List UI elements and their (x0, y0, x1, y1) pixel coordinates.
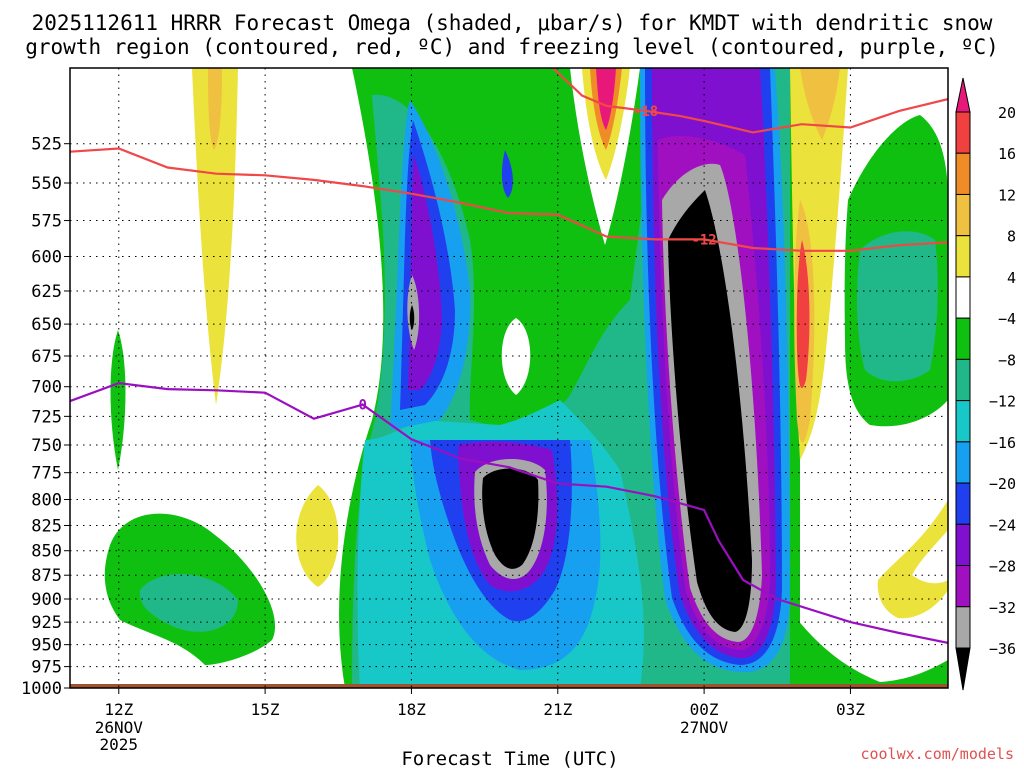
colorbar-swatch (955, 235, 971, 278)
colorbar-swatch (955, 523, 971, 567)
credit-link[interactable]: coolwx.com/models (860, 745, 1014, 763)
y-tick-label: 800 (31, 491, 62, 511)
y-tick-label: 875 (31, 566, 62, 586)
omega-shade-teal-right-blob (857, 231, 938, 382)
omega-shade-black-core (482, 468, 539, 569)
omega-shade-white-right-lower (912, 530, 948, 584)
omega-shade-green-right-base (790, 610, 948, 688)
y-tick-label: 975 (31, 658, 62, 678)
chart-subtitle: growth region (contoured, red, ºC) and f… (25, 35, 999, 59)
colorbar-label: 8 (1007, 228, 1016, 246)
contour-label: 0 (358, 398, 366, 414)
contour-label: -18 (633, 104, 658, 120)
omega-shade-yellow-column (192, 68, 238, 405)
colorbar-swatch (955, 441, 971, 484)
x-tick-label: 15Z (251, 700, 280, 719)
y-tick-label: 925 (31, 613, 62, 633)
omega-shade-white-hole (501, 318, 531, 395)
colorbar-swatch (955, 317, 971, 360)
x-tick-sublabel: 26NOV (95, 718, 144, 737)
y-tick-label: 775 (31, 464, 62, 484)
y-tick-label: 950 (31, 636, 62, 656)
colorbar: 20 16 12 8 4 −4 −8 −12 −16 −20 −24 −28 −32 −36 (955, 77, 1016, 691)
x-tick-sublabel: 27NOV (680, 718, 729, 737)
colorbar-swatch (955, 111, 971, 154)
y-tick-label: 525 (31, 135, 62, 155)
colorbar-swatch (955, 565, 971, 608)
colorbar-swatch (955, 482, 971, 525)
colorbar-swatch (955, 276, 971, 319)
colorbar-label: −12 (989, 393, 1016, 411)
x-axis-label: Forecast Time (UTC) (401, 748, 618, 768)
chart-title: 2025112611 HRRR Forecast Omega (shaded, … (32, 11, 993, 35)
plot-frame (69, 67, 949, 689)
y-tick-label: 825 (31, 516, 62, 536)
colorbar-cap-top (955, 77, 971, 113)
colorbar-label: 16 (998, 145, 1016, 163)
colorbar-label: 4 (1007, 269, 1016, 287)
colorbar-cap-bottom (955, 647, 971, 691)
colorbar-label: −36 (989, 640, 1016, 658)
colorbar-swatch (955, 400, 971, 443)
x-tick-label: 00Z (690, 700, 719, 719)
colorbar-label: −8 (998, 351, 1016, 369)
colorbar-label: −20 (989, 475, 1016, 493)
omega-shade-red-right-column (796, 240, 810, 389)
colorbar-label: −24 (989, 516, 1016, 534)
colorbar-label: −16 (989, 434, 1016, 452)
colorbar-swatch (955, 358, 971, 402)
y-tick-label: 600 (31, 247, 62, 267)
x-tick-label: 03Z (836, 700, 865, 719)
y-tick-label: 650 (31, 315, 62, 335)
y-tick-label: 575 (31, 212, 62, 232)
colorbar-label: 12 (998, 186, 1016, 204)
y-tick-label: 850 (31, 542, 62, 562)
omega-shading (70, 68, 948, 688)
y-tick-label: 700 (31, 378, 62, 398)
x-tick-label: 18Z (397, 700, 426, 719)
omega-shade-blue-dot (501, 150, 513, 198)
colorbar-label: −32 (989, 599, 1016, 617)
y-tick-label: 1000 (21, 679, 62, 699)
y-tick-label: 750 (31, 436, 62, 456)
terrain-strip (70, 684, 948, 688)
y-tick-label: 550 (31, 174, 62, 194)
colorbar-label: −4 (998, 310, 1016, 328)
colorbar-swatch (955, 152, 971, 195)
x-tick-label: 12Z (104, 700, 133, 719)
omega-shade-black-column (409, 305, 415, 330)
colorbar-label: 20 (998, 104, 1016, 122)
x-tick-sublabel: 2025 (100, 735, 139, 754)
colorbar-swatch (955, 606, 971, 649)
x-tick-label: 21Z (543, 700, 572, 719)
contour-line (552, 68, 948, 134)
y-tick-label: 625 (31, 282, 62, 302)
contour-line (70, 381, 948, 644)
colorbar-label: −28 (989, 558, 1016, 576)
omega-shade-magenta-notch (596, 68, 616, 130)
omega-shade-yellow-right-lower (877, 500, 948, 619)
y-tick-label: 900 (31, 590, 62, 610)
omega-shade-green-left-column (110, 330, 126, 470)
contour-line (70, 147, 948, 252)
omega-shade-orange-right-top (800, 68, 840, 140)
omega-shade-black-maincore (668, 190, 752, 632)
omega-shade-teal-lower-left (139, 573, 238, 632)
y-tick-label: 675 (31, 347, 62, 367)
contour-lines: 0 -12 -18 (70, 68, 948, 644)
y-tick-label: 725 (31, 407, 62, 427)
omega-shade-yellow-blob (296, 485, 339, 587)
contour-label: -12 (691, 232, 716, 248)
omega-shade-orange-column (208, 68, 222, 150)
colorbar-swatch (955, 193, 971, 237)
